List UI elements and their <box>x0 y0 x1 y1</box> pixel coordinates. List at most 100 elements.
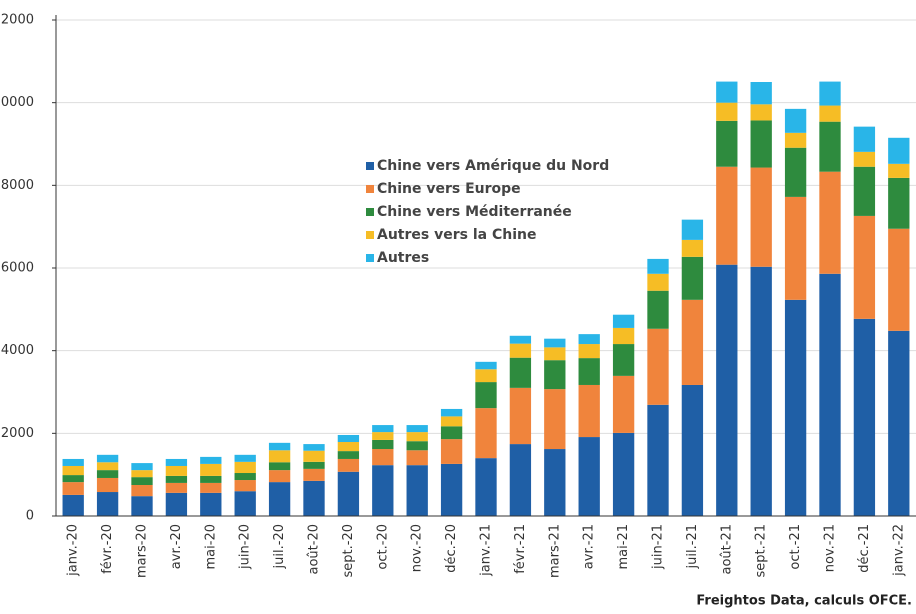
bar-segment <box>165 458 188 466</box>
bar-segment <box>234 461 256 474</box>
y-tick-label: 10000 <box>0 95 34 110</box>
bar-segment <box>544 360 566 390</box>
bar-segment <box>62 475 84 483</box>
bar-segment <box>200 492 222 516</box>
bar-segment <box>888 228 910 331</box>
bar-segment <box>750 82 772 105</box>
bar-segment <box>165 465 188 476</box>
bar-segment <box>372 425 394 433</box>
bar-segment <box>784 299 807 516</box>
legend-label: Chine vers Europe <box>377 181 521 197</box>
bar-segment <box>440 463 463 516</box>
bar-segment <box>96 462 119 471</box>
bar-segment <box>681 299 704 385</box>
bar-segment <box>337 451 360 459</box>
bar-segment <box>96 470 119 478</box>
x-tick-label: sept.-21 <box>754 524 769 578</box>
x-tick-label: août-20 <box>307 524 322 575</box>
bar-segment <box>62 494 84 516</box>
bar-segment <box>200 456 222 464</box>
bar-segment <box>131 485 153 497</box>
bar-segment <box>853 151 876 167</box>
bar-segment <box>681 219 704 240</box>
bar-segment <box>234 480 256 492</box>
bar-segment <box>716 102 738 121</box>
x-tick-label: mai-20 <box>203 524 218 569</box>
bar-segment <box>406 432 428 442</box>
bar-segment <box>853 166 876 216</box>
bar-segment <box>681 256 704 300</box>
bar-segment <box>406 425 428 433</box>
bar-segment <box>234 491 256 516</box>
x-tick-label: avr.-20 <box>169 524 184 569</box>
legend-label: Chine vers Amérique du Nord <box>377 158 609 174</box>
legend-swatch <box>366 162 374 170</box>
x-tick-label: août-21 <box>719 524 734 575</box>
bar-segment <box>337 458 360 472</box>
x-tick-label: janv.-21 <box>479 524 494 577</box>
x-tick-label: janv.-20 <box>66 524 81 577</box>
y-tick-label: 2000 <box>1 426 34 441</box>
bar-segment <box>165 492 188 516</box>
bar-segment <box>440 426 463 440</box>
bar-segment <box>475 361 497 370</box>
bar-segment <box>234 473 256 481</box>
bar-segment <box>62 482 84 495</box>
bar-segment <box>268 462 291 471</box>
bar-segment <box>303 450 325 462</box>
bar-segment <box>200 482 222 493</box>
bar-segment <box>303 480 325 516</box>
bar-segment <box>612 432 635 516</box>
legend-swatch <box>366 254 374 262</box>
bar-segment <box>819 171 841 274</box>
x-tick-label: nov.-21 <box>823 524 838 572</box>
bar-segment <box>819 105 841 122</box>
bar-segment <box>372 465 394 516</box>
bar-segment <box>716 264 738 516</box>
bar-segment <box>647 290 669 329</box>
x-tick-label: sept.-20 <box>341 524 356 578</box>
legend-swatch <box>366 208 374 216</box>
bar-segment <box>612 314 635 328</box>
x-tick-label: déc.-20 <box>444 524 459 573</box>
bar-segment <box>750 104 772 121</box>
bar-segment <box>303 461 325 469</box>
bar-segment <box>96 492 119 516</box>
bar-segment <box>372 449 394 466</box>
bar-segment <box>647 258 669 274</box>
legend-label: Autres vers la Chine <box>377 227 536 243</box>
bar-segment <box>578 384 600 438</box>
bar-segment <box>96 454 119 463</box>
source: Freightos Data, calculs OFCE. <box>696 594 912 609</box>
bar-segment <box>612 344 635 376</box>
bar-segment <box>647 273 669 291</box>
bar-segment <box>578 344 600 359</box>
bar-segment <box>372 439 394 450</box>
bar-segment <box>475 382 497 409</box>
x-tick-label: nov.-20 <box>410 524 425 572</box>
bar-segment <box>131 463 153 471</box>
bar-segment <box>406 441 428 451</box>
legend: Chine vers Amérique du Nord Chine vers Eu… <box>366 158 609 266</box>
x-tick-label: avr.-21 <box>582 524 597 569</box>
bar-segment <box>234 454 256 462</box>
y-tick-label: 8000 <box>1 178 34 193</box>
bar-segment <box>784 108 807 133</box>
y-tick-label: 6000 <box>1 261 34 276</box>
bar-segment <box>716 81 738 103</box>
bar-segment <box>544 389 566 450</box>
x-tick-label: mai-21 <box>616 524 631 569</box>
bar-segment <box>819 121 841 172</box>
bar-segment <box>784 196 807 300</box>
bar-segment <box>475 408 497 459</box>
bar-segment <box>131 496 153 516</box>
bar-segment <box>131 470 153 478</box>
bar-segment <box>406 465 428 516</box>
bar-segment <box>337 442 360 452</box>
bar-segment <box>509 387 532 445</box>
bar-segment <box>544 347 566 361</box>
bar-segment <box>784 132 807 148</box>
x-tick-label: mars-21 <box>547 524 562 578</box>
bar-segment <box>509 357 532 388</box>
